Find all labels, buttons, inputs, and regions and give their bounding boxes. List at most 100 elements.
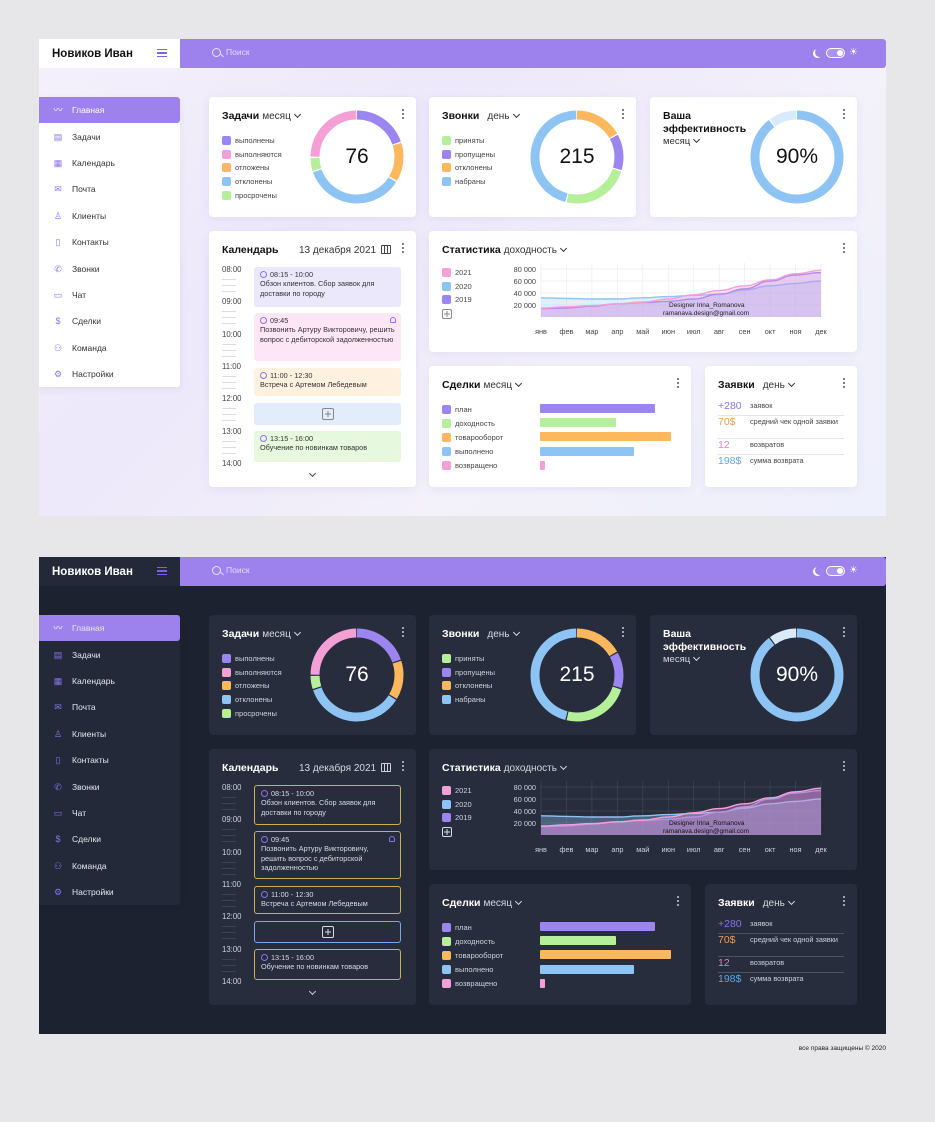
legend-label: выполнено — [455, 447, 494, 457]
phone-icon: ✆ — [54, 263, 62, 274]
calendar-event[interactable]: 08:15 - 10:00 Обзон клиентов. Сбор заявок… — [254, 267, 401, 307]
sidebar-item-10[interactable]: ⚙ Настройки — [39, 361, 180, 387]
chevron-down-icon[interactable] — [308, 987, 317, 996]
hamburger-icon[interactable] — [157, 567, 167, 575]
sidebar-item-6[interactable]: ✆ Звонки — [39, 773, 180, 799]
kebab-icon[interactable] — [842, 896, 845, 906]
theme-toggle[interactable] — [826, 48, 846, 58]
sidebar-item-4[interactable]: ♙ Клиенты — [39, 721, 180, 747]
sidebar-item-9[interactable]: ⚇ Команда — [39, 853, 180, 879]
calls-period: день — [487, 629, 510, 640]
search-box[interactable]: Поиск — [212, 47, 250, 57]
time-tick — [222, 803, 236, 804]
calendar-event[interactable]: 08:15 - 10:00 Обзон клиентов. Сбор заявок… — [254, 785, 401, 825]
calendar-event[interactable]: 11:00 - 12:30 Встреча с Артемом Лебедевым — [254, 368, 401, 396]
deals-period-dropdown[interactable]: месяц — [483, 897, 523, 909]
requests-period-dropdown[interactable]: день — [763, 897, 795, 909]
legend-item[interactable]: 2020 — [442, 798, 472, 812]
kebab-icon[interactable] — [842, 627, 845, 637]
calendar-date[interactable]: 13 декабря 2021 — [299, 762, 392, 774]
search-box[interactable]: Поиск — [212, 565, 250, 575]
sidebar-item-10[interactable]: ⚙ Настройки — [39, 879, 180, 905]
legend-item[interactable]: 2019 — [442, 811, 472, 825]
sidebar-item-8[interactable]: $ Сделки — [39, 826, 180, 852]
add-series-button[interactable] — [442, 307, 472, 321]
requests-period-dropdown[interactable]: день — [763, 379, 795, 391]
kebab-icon[interactable] — [621, 109, 624, 119]
tasks-period-dropdown[interactable]: месяц — [262, 110, 301, 122]
sidebar-item-5[interactable]: ▯ Контакты — [39, 747, 180, 773]
kebab-icon[interactable] — [401, 243, 404, 253]
sidebar-item-9[interactable]: ⚇ Команда — [39, 335, 180, 361]
calendar-date[interactable]: 13 декабря 2021 — [299, 244, 392, 256]
statistics-period-dropdown[interactable]: доходность — [504, 762, 567, 774]
event-time: 09:45 — [270, 316, 289, 325]
kebab-icon[interactable] — [401, 761, 404, 771]
hamburger-icon[interactable] — [157, 49, 167, 57]
time-tick — [222, 958, 236, 960]
calls-period-dropdown[interactable]: день — [487, 110, 520, 122]
tasks-period-dropdown[interactable]: месяц — [262, 628, 301, 640]
legend-label: 2019 — [455, 813, 472, 823]
legend-item[interactable]: 2020 — [442, 280, 472, 294]
theme-switch[interactable]: ☀ — [813, 48, 858, 58]
tasks-legend: выполнены выполняются отложены отклонены про… — [222, 134, 282, 202]
bell-icon[interactable] — [390, 317, 396, 323]
legend-swatch — [442, 447, 451, 457]
kebab-icon[interactable] — [676, 378, 679, 388]
sidebar-item-3[interactable]: ✉ Почта — [39, 176, 180, 202]
sidebar-item-0[interactable]: 〰 Главная — [39, 97, 180, 124]
statistics-period-dropdown[interactable]: доходность — [504, 244, 567, 256]
calls-period-dropdown[interactable]: день — [487, 628, 520, 640]
add-series-button[interactable] — [442, 825, 472, 839]
sidebar-item-4[interactable]: ♙ Клиенты — [39, 203, 180, 229]
legend-label: отложены — [235, 163, 270, 173]
sidebar-item-3[interactable]: ✉ Почта — [39, 694, 180, 720]
sidebar-item-2[interactable]: ▦ Календарь — [39, 150, 180, 176]
calendar-event[interactable]: 13:15 - 16:00 Обучение по новинкам товаро… — [254, 949, 401, 980]
sun-icon: ☀ — [849, 47, 858, 58]
add-event-button[interactable] — [254, 403, 401, 425]
kebab-icon[interactable] — [842, 378, 845, 388]
sidebar-item-1[interactable]: ▤ Задачи — [39, 641, 180, 667]
calendar-icon[interactable] — [381, 245, 392, 254]
bell-icon[interactable] — [389, 836, 395, 842]
sidebar-item-0[interactable]: 〰 Главная — [39, 615, 180, 642]
efficiency-card: Ваша эффективность месяц 90% — [650, 615, 857, 735]
legend-item: отложены — [222, 161, 282, 175]
kebab-icon[interactable] — [401, 627, 404, 637]
calendar-icon[interactable] — [381, 763, 392, 772]
calendar-event[interactable]: 09:45 Позвонить Артуру Викторовичу, решит… — [254, 313, 401, 361]
efficiency-period-dropdown[interactable]: месяц — [663, 653, 701, 665]
deals-period-dropdown[interactable]: месяц — [483, 379, 523, 391]
theme-switch[interactable]: ☀ — [813, 566, 858, 576]
kebab-icon[interactable] — [676, 896, 679, 906]
legend-swatch — [222, 695, 231, 705]
calendar-header: Календарь 13 декабря 2021 — [222, 762, 392, 774]
calendar-event[interactable]: 13:15 - 16:00 Обучение по новинкам товаро… — [254, 431, 401, 462]
sidebar-item-8[interactable]: $ Сделки — [39, 308, 180, 334]
kebab-icon[interactable] — [842, 243, 845, 253]
event-time: 09:45 — [271, 835, 290, 844]
legend-item[interactable]: 2019 — [442, 293, 472, 307]
kebab-icon[interactable] — [621, 627, 624, 637]
kebab-icon[interactable] — [401, 109, 404, 119]
sidebar-item-7[interactable]: ▭ Чат — [39, 282, 180, 308]
add-event-button[interactable] — [254, 921, 401, 943]
theme-toggle[interactable] — [826, 566, 846, 576]
x-tick-label: дек — [815, 845, 827, 854]
sidebar-item-2[interactable]: ▦ Календарь — [39, 668, 180, 694]
kebab-icon[interactable] — [842, 761, 845, 771]
legend-item[interactable]: 2021 — [442, 266, 472, 280]
calendar-event[interactable]: 09:45 Позвонить Артуру Викторовичу, решит… — [254, 831, 401, 879]
legend-item: набраны — [442, 693, 495, 707]
calendar-event[interactable]: 11:00 - 12:30 Встреча с Артемом Лебедевым — [254, 886, 401, 914]
kebab-icon[interactable] — [842, 109, 845, 119]
efficiency-period-dropdown[interactable]: месяц — [663, 135, 701, 147]
sidebar-item-7[interactable]: ▭ Чат — [39, 800, 180, 826]
sidebar-item-5[interactable]: ▯ Контакты — [39, 229, 180, 255]
sidebar-item-6[interactable]: ✆ Звонки — [39, 255, 180, 281]
legend-item[interactable]: 2021 — [442, 784, 472, 798]
chevron-down-icon[interactable] — [308, 469, 317, 478]
sidebar-item-1[interactable]: ▤ Задачи — [39, 123, 180, 149]
